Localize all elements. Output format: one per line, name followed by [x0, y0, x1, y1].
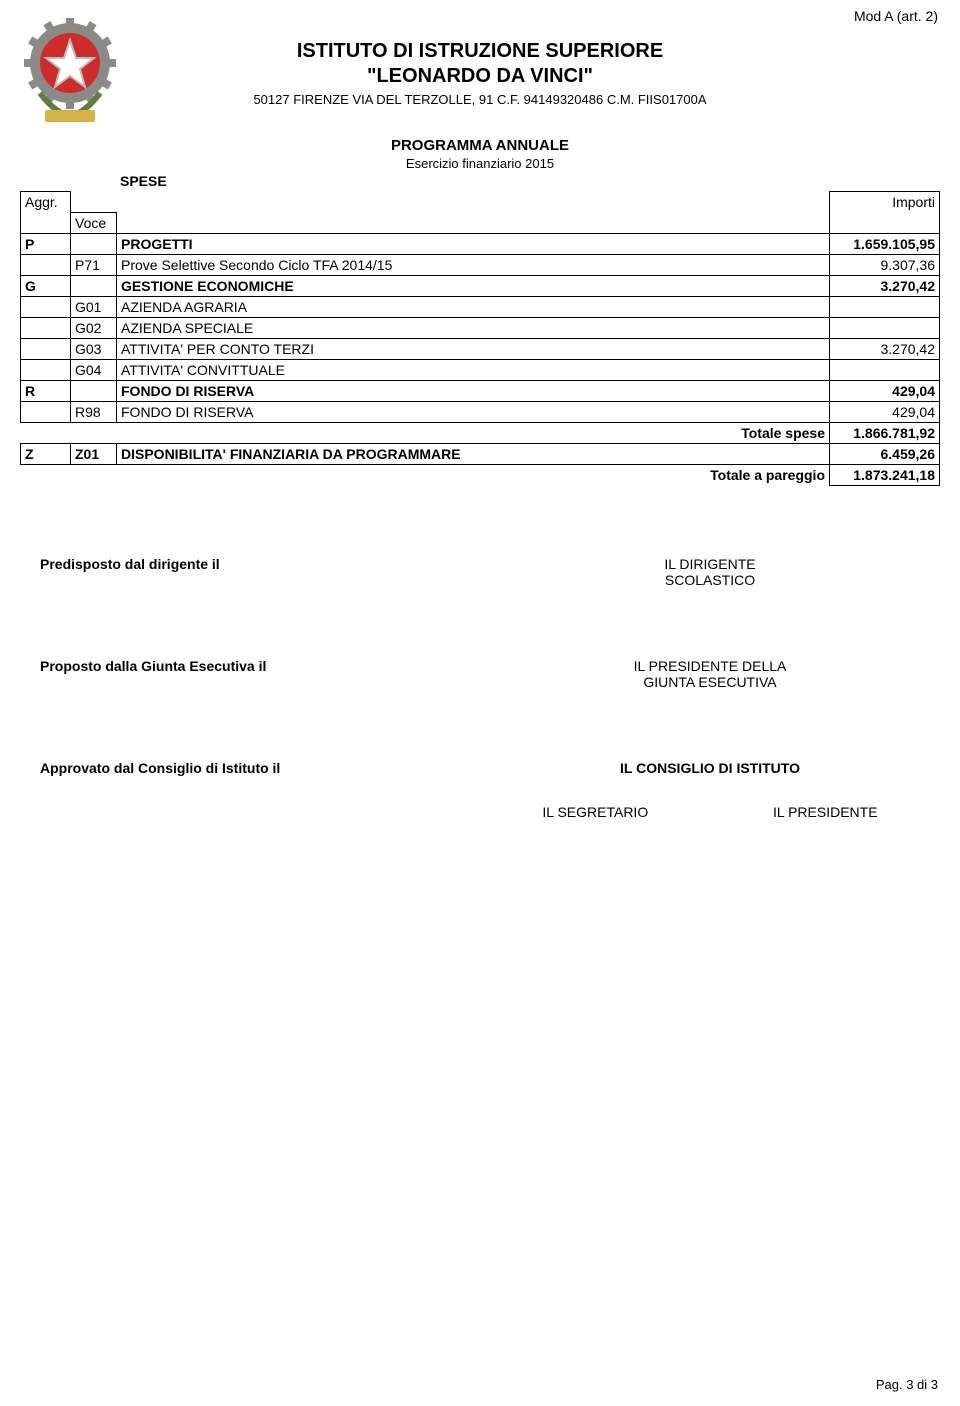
- document-header: ISTITUTO DI ISTRUZIONE SUPERIORE "LEONAR…: [20, 40, 940, 107]
- signatures-block: Predisposto dal dirigente il IL DIRIGENT…: [20, 556, 940, 820]
- table-row: R98 FONDO DI RISERVA 429,04: [21, 401, 940, 422]
- totale-spese-amount: 1.866.781,92: [830, 422, 940, 443]
- table-row: G03 ATTIVITA' PER CONTO TERZI 3.270,42: [21, 338, 940, 359]
- sig3-extra: IL SEGRETARIO IL PRESIDENTE: [480, 804, 940, 820]
- program-header: PROGRAMMA ANNUALE Esercizio finanziario …: [20, 137, 940, 171]
- col-voce: Voce: [71, 212, 117, 233]
- totale-spese-row: Totale spese 1.866.781,92: [21, 422, 940, 443]
- empty-cell: [117, 212, 830, 233]
- empty-cell: [830, 212, 940, 233]
- table-row: G GESTIONE ECONOMICHE 3.270,42: [21, 275, 940, 296]
- sig1-left: Predisposto dal dirigente il: [20, 556, 480, 588]
- table-subheader-row: Voce: [21, 212, 940, 233]
- empty-cell: [21, 212, 71, 233]
- totale-spese-label: Totale spese: [21, 422, 830, 443]
- table-row: G01 AZIENDA AGRARIA: [21, 296, 940, 317]
- sig1-right: IL DIRIGENTE SCOLASTICO: [480, 556, 940, 588]
- totale-pareggio-label: Totale a pareggio: [21, 464, 830, 485]
- totale-pareggio-row: Totale a pareggio 1.873.241,18: [21, 464, 940, 485]
- totale-pareggio-amount: 1.873.241,18: [830, 464, 940, 485]
- sig2-left: Proposto dalla Giunta Esecutiva il: [20, 658, 480, 690]
- col-importi: Importi: [830, 192, 940, 213]
- spese-heading: SPESE: [120, 173, 940, 189]
- signature-row-3: Approvato dal Consiglio di Istituto il I…: [20, 760, 940, 820]
- institution-name-2: "LEONARDO DA VINCI": [20, 65, 940, 88]
- sig2-right: IL PRESIDENTE DELLA GIUNTA ESECUTIVA: [480, 658, 940, 690]
- signature-row-1: Predisposto dal dirigente il IL DIRIGENT…: [20, 556, 940, 588]
- empty-cell: [117, 192, 830, 213]
- table-header-row: Aggr. Importi: [21, 192, 940, 213]
- institution-address: 50127 FIRENZE VIA DEL TERZOLLE, 91 C.F. …: [20, 92, 940, 107]
- table-row: G02 AZIENDA SPECIALE: [21, 317, 940, 338]
- program-title: PROGRAMMA ANNUALE: [20, 137, 940, 154]
- table-row: G04 ATTIVITA' CONVITTUALE: [21, 359, 940, 380]
- sig3-left: Approvato dal Consiglio di Istituto il: [20, 760, 480, 820]
- mod-label: Mod A (art. 2): [854, 8, 938, 24]
- signature-row-2: Proposto dalla Giunta Esecutiva il IL PR…: [20, 658, 940, 690]
- page-footer: Pag. 3 di 3: [876, 1377, 938, 1392]
- col-aggr: Aggr.: [21, 192, 71, 213]
- sig3-right: IL CONSIGLIO DI ISTITUTO IL SEGRETARIO I…: [480, 760, 940, 820]
- italian-emblem-icon: [20, 18, 120, 128]
- z-row: Z Z01 DISPONIBILITA' FINANZIARIA DA PROG…: [21, 443, 940, 464]
- table-row: P PROGETTI 1.659.105,95: [21, 233, 940, 254]
- spese-table: Aggr. Importi Voce P PROGETTI 1.659.105,…: [20, 191, 940, 486]
- table-row: P71 Prove Selettive Secondo Ciclo TFA 20…: [21, 254, 940, 275]
- table-row: R FONDO DI RISERVA 429,04: [21, 380, 940, 401]
- institution-name-1: ISTITUTO DI ISTRUZIONE SUPERIORE: [20, 40, 940, 63]
- empty-cell: [71, 192, 117, 213]
- program-year: Esercizio finanziario 2015: [20, 156, 940, 171]
